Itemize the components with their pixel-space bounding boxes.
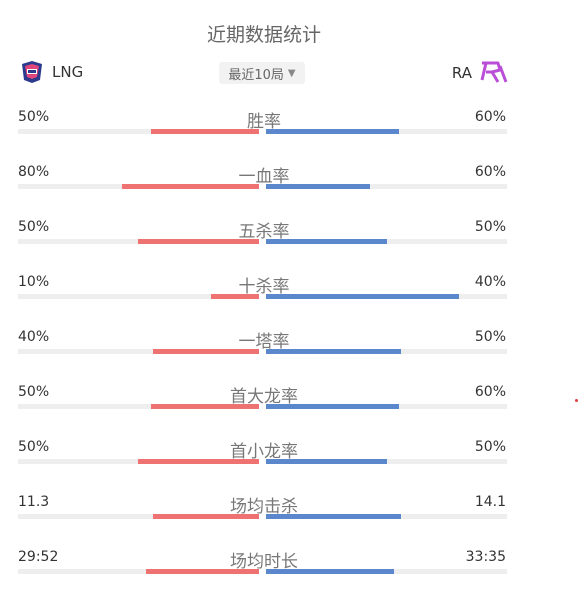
left-value: 40% (18, 329, 50, 345)
left-bar-fill (146, 569, 259, 574)
right-bar-fill (266, 569, 394, 574)
right-bar-fill (266, 459, 387, 464)
left-team-name: LNG (52, 63, 84, 81)
right-value: 50% (474, 439, 506, 455)
left-bar-track (18, 349, 259, 354)
caret-down-icon: ▼ (287, 67, 296, 79)
left-bar-fill (153, 349, 259, 354)
right-team[interactable]: RA (452, 60, 508, 86)
right-bar-fill (266, 184, 370, 189)
left-bar-fill (138, 459, 259, 464)
left-team[interactable]: LNG (20, 60, 83, 84)
right-value: 14.1 (474, 494, 506, 510)
left-bar-track (18, 294, 259, 299)
left-bar-fill (153, 514, 259, 519)
filter-label: 最近10局 (228, 67, 284, 83)
stat-row: 50% 胜率 60% (0, 109, 528, 164)
stat-label: 五杀率 (238, 222, 290, 242)
right-value: 33:35 (465, 549, 506, 565)
left-value: 11.3 (18, 494, 50, 510)
left-bar-fill (138, 239, 259, 244)
stat-label: 首小龙率 (230, 442, 298, 462)
right-bar-track (266, 184, 507, 189)
right-value: 60% (474, 109, 506, 125)
right-value: 40% (474, 274, 506, 290)
right-bar-track (266, 514, 507, 519)
stat-row: 80% 一血率 60% (0, 164, 528, 219)
right-bar-track (266, 459, 507, 464)
left-value: 10% (18, 274, 50, 290)
stat-row: 50% 首小龙率 50% (0, 439, 528, 494)
stat-row: 29:52 场均时长 33:35 (0, 549, 528, 604)
left-value: 80% (18, 164, 50, 180)
stat-label: 首大龙率 (230, 387, 298, 407)
stat-row: 50% 首大龙率 60% (0, 384, 528, 439)
stat-row: 50% 五杀率 50% (0, 219, 528, 274)
right-bar-track (266, 349, 507, 354)
left-bar-track (18, 459, 259, 464)
recent-games-filter[interactable]: 最近10局 ▼ (219, 62, 305, 84)
stat-label: 场均时长 (230, 552, 298, 572)
left-value: 50% (18, 439, 50, 455)
left-bar-fill (151, 404, 259, 409)
left-bar-track (18, 239, 259, 244)
right-team-name: RA (451, 64, 472, 82)
stat-label: 胜率 (247, 112, 281, 132)
right-value: 60% (474, 384, 506, 400)
right-bar-fill (266, 349, 401, 354)
red-dot (575, 399, 578, 402)
left-bar-track (18, 569, 259, 574)
left-bar-track (18, 129, 259, 134)
right-value: 50% (474, 219, 506, 235)
right-bar-fill (266, 294, 459, 299)
stat-row: 40% 一塔率 50% (0, 329, 528, 384)
left-bar-fill (211, 294, 259, 299)
left-value: 29:52 (18, 549, 59, 565)
right-bar-track (266, 569, 507, 574)
left-bar-fill (122, 184, 259, 189)
left-bar-track (18, 184, 259, 189)
left-value: 50% (18, 384, 50, 400)
left-bar-fill (151, 129, 259, 134)
right-bar-track (266, 129, 507, 134)
right-bar-track (266, 239, 507, 244)
right-bar-fill (266, 514, 401, 519)
stat-row: 11.3 场均击杀 14.1 (0, 494, 528, 549)
ra-logo-icon (480, 61, 508, 83)
stat-label: 一血率 (238, 167, 290, 187)
right-value: 50% (474, 329, 506, 345)
left-bar-track (18, 514, 259, 519)
right-bar-fill (266, 404, 399, 409)
section-title: 近期数据统计 (206, 24, 321, 46)
left-value: 50% (18, 109, 50, 125)
right-bar-fill (266, 239, 387, 244)
stat-label: 十杀率 (238, 277, 290, 297)
right-bar-track (266, 404, 507, 409)
stat-label: 一塔率 (238, 332, 290, 352)
lng-logo-icon (22, 61, 42, 83)
stat-label: 场均击杀 (230, 497, 298, 517)
right-value: 60% (474, 164, 506, 180)
right-bar-fill (266, 129, 399, 134)
stat-row: 10% 十杀率 40% (0, 274, 528, 329)
left-bar-track (18, 404, 259, 409)
right-bar-track (266, 294, 507, 299)
stats-card: 近期数据统计 LNG 最近10局 ▼ RA 50% 胜率 60% 80% 一血率 60% 5… (0, 24, 578, 604)
left-value: 50% (18, 219, 50, 235)
team-header: LNG 最近10局 ▼ RA (0, 60, 528, 88)
